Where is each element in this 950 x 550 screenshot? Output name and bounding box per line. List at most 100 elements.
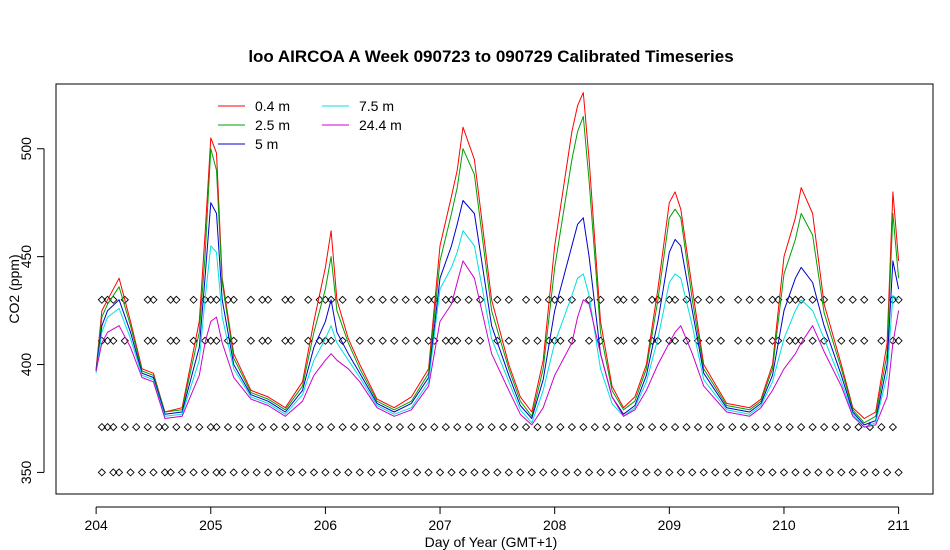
mid-flag-row-marker — [756, 336, 766, 345]
upper-flag-row-marker — [791, 295, 800, 304]
mid-flag-row-marker — [670, 336, 680, 345]
upper-flag-row-marker — [143, 295, 152, 304]
legend-label: 5 m — [255, 136, 278, 152]
lower-flag-row-marker — [132, 422, 141, 432]
bottom-flag-row-marker — [642, 468, 651, 477]
lower-flag-row-marker — [510, 422, 519, 432]
bottom-flag-row-marker — [241, 468, 250, 477]
lower-flag-row-marker — [206, 422, 215, 432]
series-line-5-m — [95, 200, 900, 426]
upper-flag-row-marker — [441, 295, 450, 304]
mid-flag-row-marker — [367, 336, 376, 345]
bottom-flag-row-marker — [321, 468, 330, 477]
y-axis: 350 400 450 500 — [18, 137, 45, 484]
bottom-flag-row-marker — [378, 468, 387, 477]
lower-flag-row-marker — [785, 422, 794, 432]
upper-flag-row-marker — [877, 295, 886, 304]
lower-flag-row-marker — [103, 422, 112, 432]
lower-flag-row-marker — [625, 422, 634, 432]
mid-flag-row-marker — [476, 336, 485, 345]
lower-flag-row-marker — [407, 422, 416, 432]
upper-flag-row-marker — [390, 295, 399, 304]
bottom-flag-row-marker — [837, 468, 846, 477]
x-axis-label: Day of Year (GMT+1) — [425, 534, 558, 550]
bottom-flag-row-marker — [848, 468, 857, 477]
lower-flag-row-marker — [183, 422, 192, 432]
lower-flag-row-marker — [418, 422, 427, 432]
lower-flag-row-marker — [212, 422, 221, 432]
series-line-0-4-m — [95, 92, 900, 419]
upper-flag-row-marker — [665, 295, 674, 304]
bottom-flag-row-marker — [332, 468, 342, 477]
bottom-flag-row-marker — [229, 468, 238, 477]
mid-flag-row-marker — [390, 336, 399, 345]
bottom-flag-row-marker — [665, 468, 674, 477]
mid-flag-row-marker — [860, 336, 869, 345]
mid-flag-row-marker — [745, 336, 754, 345]
mid-flag-row-marker — [206, 336, 215, 345]
lower-flag-row-marker — [797, 422, 806, 432]
lower-flag-row-marker — [602, 422, 611, 432]
mid-flag-row-marker — [533, 336, 542, 345]
mid-flag-row-marker — [504, 336, 513, 345]
upper-flag-row-marker — [647, 295, 657, 304]
mid-flag-row-marker — [848, 336, 857, 345]
lower-flag-row-marker — [533, 422, 542, 432]
upper-flag-row-marker — [860, 295, 869, 304]
bottom-flag-row-marker — [286, 468, 296, 477]
upper-flag-row-marker — [797, 295, 806, 304]
bottom-flag-row-marker — [607, 468, 617, 477]
mid-flag-row-marker — [464, 336, 473, 345]
bottom-flag-row-marker — [114, 468, 124, 477]
mid-flag-row-marker — [286, 336, 296, 345]
x-tick-label: 211 — [887, 517, 910, 533]
bottom-flag-row-marker — [779, 468, 789, 477]
lower-flag-row-marker — [544, 422, 554, 432]
bottom-flag-row-marker — [109, 468, 118, 477]
bottom-flag-row-marker — [791, 468, 800, 477]
bottom-flag-row-marker — [539, 468, 548, 477]
x-tick-label: 204 — [84, 517, 108, 533]
mid-flag-row-marker — [143, 336, 152, 345]
lower-flag-row-marker — [155, 422, 164, 432]
upper-flag-row-marker — [401, 295, 410, 304]
bottom-flag-row-marker — [149, 468, 158, 477]
bottom-flag-row-marker — [126, 468, 135, 477]
lower-flag-row-marker — [556, 422, 565, 432]
upper-flag-row-marker — [493, 295, 502, 304]
bottom-flag-row-marker — [550, 468, 559, 477]
bottom-flag-row-marker — [212, 468, 221, 477]
upper-flag-row-marker — [189, 295, 198, 304]
mid-flag-row-marker — [103, 336, 112, 345]
y-tick-label: 400 — [18, 353, 34, 377]
bottom-flag-row-marker — [447, 468, 456, 477]
lower-flag-row-marker — [579, 422, 588, 432]
upper-flag-row-marker — [229, 295, 238, 304]
upper-flag-row-marker — [567, 295, 577, 304]
series-line-7-5-m — [95, 230, 899, 428]
bottom-flag-row-marker — [177, 468, 187, 477]
flag-markers — [97, 295, 903, 477]
upper-flag-row-marker — [768, 295, 777, 304]
mid-flag-row-marker — [596, 336, 605, 345]
lower-flag-row-marker — [292, 422, 301, 432]
upper-flag-row-marker — [149, 295, 158, 304]
lower-flag-row-marker — [235, 422, 244, 432]
bottom-flag-row-marker — [137, 468, 147, 477]
bottom-flag-row-marker — [699, 468, 708, 477]
bottom-flag-row-marker — [722, 468, 731, 477]
lower-flag-row-marker — [705, 422, 714, 432]
mid-flag-row-marker — [149, 336, 158, 345]
lower-flag-row-marker — [441, 422, 450, 432]
bottom-flag-row-marker — [562, 468, 571, 477]
mid-flag-row-marker — [412, 336, 422, 345]
upper-flag-row-marker — [338, 295, 347, 304]
mid-flag-row-marker — [321, 336, 330, 345]
bottom-flag-row-marker — [401, 468, 410, 477]
lower-flag-row-marker — [739, 422, 748, 432]
upper-flag-row-marker — [837, 295, 846, 304]
bottom-flag-row-marker — [573, 468, 582, 477]
y-axis-label: CO2 (ppm) — [6, 254, 22, 323]
bottom-flag-row-marker — [596, 468, 605, 477]
